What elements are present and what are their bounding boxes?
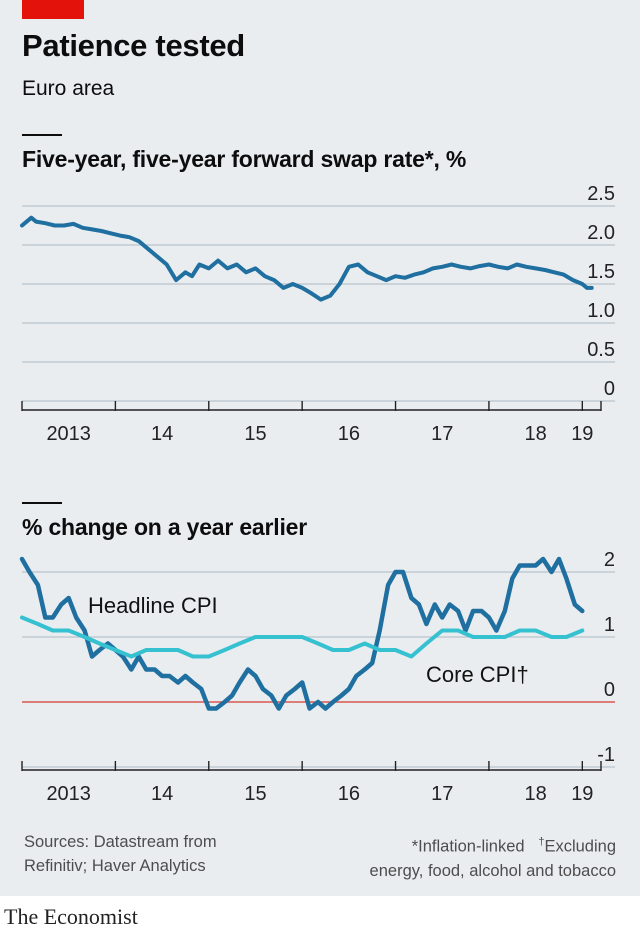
y-tick-label: 1.5 xyxy=(587,261,615,283)
y-tick-label: 0 xyxy=(604,679,615,701)
x-tick-label: 18 xyxy=(524,423,546,445)
y-tick-label: 0 xyxy=(604,378,615,400)
series-label-0: Headline CPI xyxy=(88,593,218,618)
x-tick-label: 17 xyxy=(431,423,453,445)
series-line-0 xyxy=(20,215,594,302)
series-line-1 xyxy=(20,615,585,659)
swap-rate-chart: 2.5 2.0 1.5 1.0 0.5 0 2013 14 15 16 17 18 19 xyxy=(20,183,615,445)
panel-2-title: % change on a year earlier xyxy=(22,514,307,540)
sources-line-2: Refinitiv; Haver Analytics xyxy=(24,857,206,875)
y-tick-label: 0.5 xyxy=(587,339,615,361)
x-tick-label: 15 xyxy=(244,783,266,805)
x-tick-label: 15 xyxy=(244,423,266,445)
x-tick-label: 18 xyxy=(524,783,546,805)
footnote-line-2: energy, food, alcohol and tobacco xyxy=(369,861,616,880)
x-tick-label: 2013 xyxy=(46,783,91,805)
x-tick-label: 2013 xyxy=(46,423,91,445)
panel-1-title: Five-year, five-year forward swap rate*,… xyxy=(22,146,467,172)
chart-subtitle: Euro area xyxy=(22,77,115,100)
panel-1-rule xyxy=(22,134,62,136)
economist-red-tag xyxy=(22,0,84,19)
inflation-chart: 2 1 0 -1 2013 14 15 16 17 18 19 Headline CPI Core CP… xyxy=(19,549,615,805)
y-tick-label: 1.0 xyxy=(587,300,615,322)
x-tick-label: 16 xyxy=(338,423,360,445)
x-tick-label: 19 xyxy=(571,783,593,805)
footnotes: *Inflation-linked †Excluding energy, foo… xyxy=(370,830,616,883)
footnote-inflation-linked: *Inflation-linked xyxy=(411,837,525,856)
sources-note: Sources: Datastream from Refinitiv; Have… xyxy=(24,830,217,878)
y-tick-label: 2 xyxy=(604,549,615,571)
x-tick-label: 14 xyxy=(151,783,173,805)
x-tick-label: 16 xyxy=(338,783,360,805)
y-tick-label: 2.5 xyxy=(587,183,615,205)
footnote-dagger: † xyxy=(538,836,545,848)
sources-line-1: Sources: Datastream from xyxy=(24,833,217,851)
x-tick-label: 19 xyxy=(571,423,593,445)
y-tick-label: 2.0 xyxy=(587,222,615,244)
series-label-1: Core CPI† xyxy=(426,662,529,687)
brand-logo: The Economist xyxy=(4,904,138,929)
x-tick-label: 14 xyxy=(151,423,173,445)
panel-2-rule xyxy=(22,502,62,504)
chart-title: Patience tested xyxy=(22,28,245,63)
brand-bar: The Economist xyxy=(0,896,640,937)
y-tick-label: -1 xyxy=(597,744,615,766)
footnote-line-1: *Inflation-linked †Excluding xyxy=(370,830,616,859)
y-tick-label: 1 xyxy=(604,614,615,636)
footnote-excluding: Excluding xyxy=(544,837,616,856)
x-tick-label: 17 xyxy=(431,783,453,805)
